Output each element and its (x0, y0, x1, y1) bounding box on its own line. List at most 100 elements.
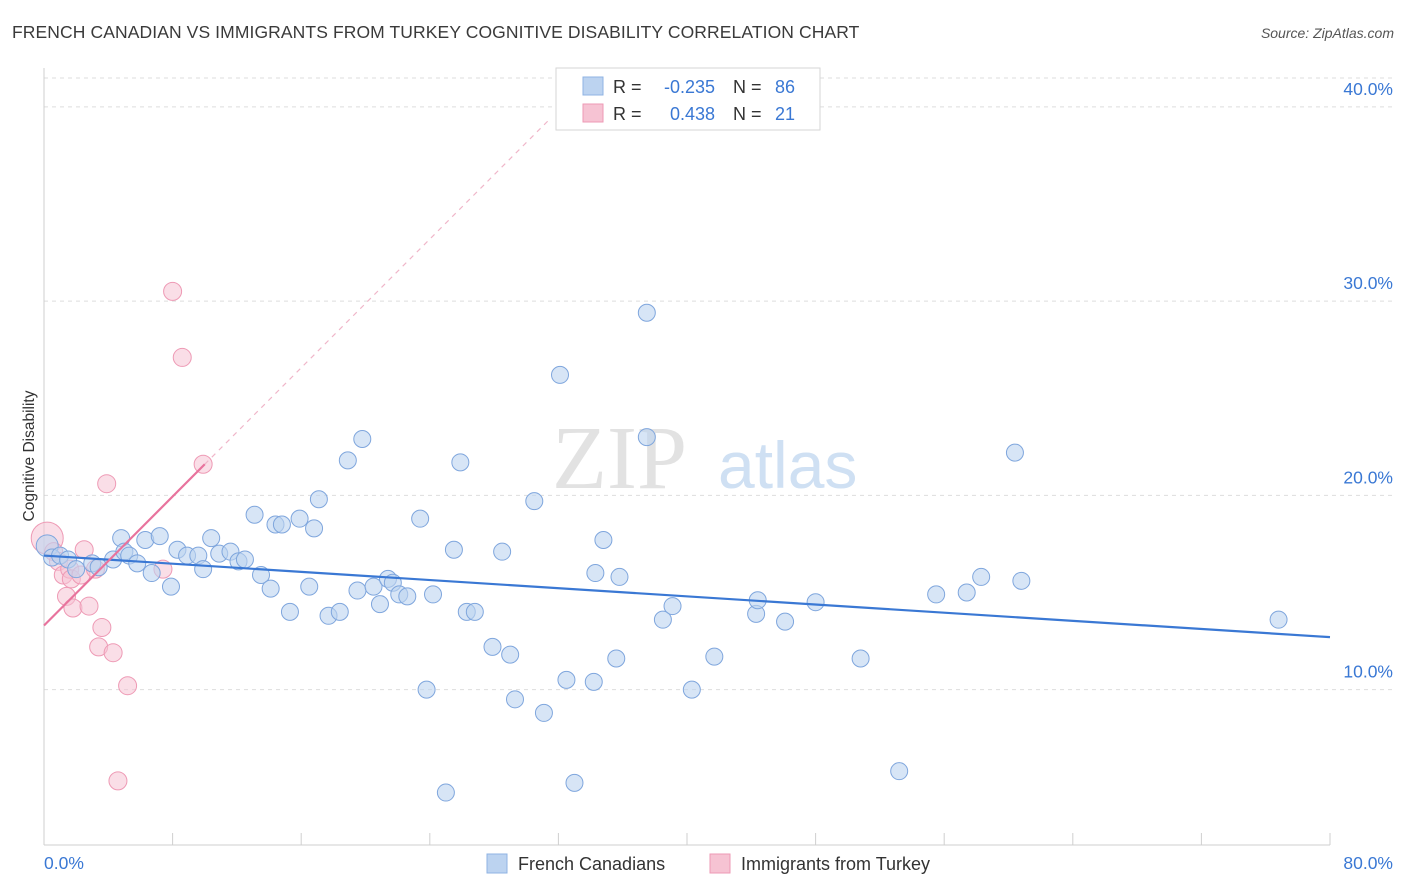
french-point (465, 602, 484, 621)
stats-legend-swatch-blue (582, 76, 604, 96)
french-point (594, 531, 613, 550)
chart-title: FRENCH CANADIAN VS IMMIGRANTS FROM TURKE… (12, 22, 860, 42)
french-point (610, 567, 629, 586)
french-point (451, 453, 470, 472)
trend-line-turkey-extension (204, 118, 551, 465)
french-point (436, 783, 455, 802)
turkey-point (172, 347, 192, 367)
french-point (1012, 571, 1031, 590)
french-point (272, 515, 291, 534)
french-point (534, 703, 553, 722)
french-point (444, 540, 463, 559)
legend-swatch-french (486, 853, 508, 874)
turkey-point (163, 281, 183, 301)
french-point (663, 597, 682, 616)
turkey-point (97, 474, 117, 494)
stats-n-label-blue: N = (733, 77, 762, 97)
french-point (202, 529, 221, 548)
french-point (851, 649, 870, 668)
french-point (424, 585, 443, 604)
french-point (300, 577, 319, 596)
french-point (551, 365, 570, 384)
stats-n-value-pink: 21 (775, 104, 795, 124)
turkey-point (103, 643, 123, 663)
stats-r-value-blue: -0.235 (664, 77, 715, 97)
french-point (607, 649, 626, 668)
trend-line-turkey (43, 463, 206, 627)
french-point (705, 647, 724, 666)
french-point (398, 587, 417, 606)
french-point (348, 581, 367, 600)
french-point (161, 577, 180, 596)
stats-legend-swatch-pink (582, 103, 604, 123)
french-point (245, 505, 264, 524)
french-point (637, 303, 656, 322)
french-point (142, 564, 161, 583)
french-point (411, 509, 430, 528)
french-point (338, 451, 357, 470)
french-point (806, 593, 825, 612)
french-point (501, 645, 520, 664)
y-tick-labels: 10.0% 20.0% 30.0% 40.0% (1343, 79, 1393, 682)
source-label: Source: ZipAtlas.com (1260, 25, 1394, 41)
french-point (417, 680, 436, 699)
french-point (353, 430, 372, 449)
watermark-zip: ZIP (552, 409, 687, 508)
french-point (637, 428, 656, 447)
french-point (653, 610, 672, 629)
stats-r-label-pink: R = (613, 104, 642, 124)
y-tick-label: 40.0% (1343, 79, 1393, 99)
y-tick-label: 30.0% (1343, 273, 1393, 293)
french-point (150, 527, 169, 546)
french-point (586, 564, 605, 583)
stats-legend: R = -0.235 N = 86 R = 0.438 N = 21 (555, 67, 821, 131)
french-point (330, 602, 349, 621)
french-point (682, 680, 701, 699)
french-point (235, 550, 254, 569)
french-point (957, 583, 976, 602)
french-point (565, 773, 584, 792)
french-point (776, 612, 795, 631)
stats-r-value-pink: 0.438 (670, 104, 715, 124)
y-tick-label: 10.0% (1343, 662, 1393, 682)
x-tick-label-min: 0.0% (44, 853, 84, 873)
french-point (280, 602, 299, 621)
french-point (290, 509, 309, 528)
french-point (364, 577, 383, 596)
turkey-point (193, 454, 213, 474)
french-point (927, 585, 946, 604)
french-point (483, 637, 502, 656)
legend-swatch-turkey (709, 853, 731, 874)
bottom-legend: French Canadians Immigrants from Turkey (486, 853, 930, 874)
french-point (309, 490, 328, 509)
trend-lines (43, 118, 1331, 639)
french-point (128, 554, 147, 573)
turkey-point (118, 676, 138, 696)
turkey-point (79, 596, 99, 616)
french-point (261, 579, 280, 598)
trend-line-french (43, 554, 1331, 639)
french-point (557, 670, 576, 689)
legend-label-french: French Canadians (518, 854, 665, 874)
french-point (505, 690, 524, 709)
french-point (1269, 610, 1288, 629)
french-point (584, 672, 603, 691)
french-point (305, 519, 324, 538)
french-point (194, 560, 213, 579)
series-french-points (35, 303, 1288, 802)
french-point (67, 560, 86, 579)
stats-n-value-blue: 86 (775, 77, 795, 97)
stats-r-label-blue: R = (613, 77, 642, 97)
french-point (890, 762, 909, 781)
french-point (370, 595, 389, 614)
stats-n-label-pink: N = (733, 104, 762, 124)
french-point (1005, 443, 1024, 462)
turkey-point (108, 771, 128, 791)
x-tick-label-max: 80.0% (1343, 853, 1393, 873)
french-point (493, 542, 512, 561)
y-axis-title: Cognitive Disability (21, 390, 38, 521)
french-point (525, 492, 544, 511)
french-point (972, 567, 991, 586)
french-point (252, 565, 271, 584)
